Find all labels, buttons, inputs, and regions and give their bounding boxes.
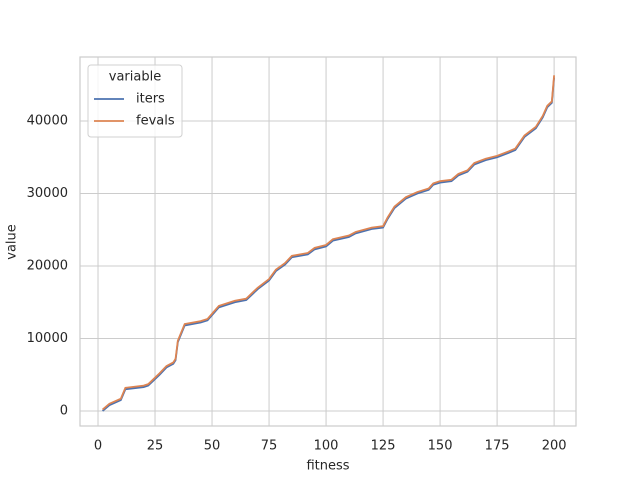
legend-box [87, 64, 183, 138]
x-tick-label: 25 [147, 439, 164, 454]
y-tick-label: 40000 [27, 114, 68, 129]
y-tick-label: 30000 [27, 186, 68, 201]
legend-label: fevals [136, 114, 175, 129]
x-tick-label: 50 [204, 439, 221, 454]
y-axis-label: value [5, 224, 20, 260]
plot-frame [79, 56, 577, 427]
legend-title: variable [109, 70, 161, 85]
legend-label: iters [136, 92, 165, 107]
y-tick-label: 0 [60, 403, 68, 418]
x-tick-label: 0 [94, 439, 102, 454]
y-tick-label: 20000 [27, 259, 68, 274]
x-tick-label: 125 [371, 439, 396, 454]
x-tick-label: 100 [314, 439, 339, 454]
x-tick-label: 150 [428, 439, 453, 454]
x-tick-label: 75 [261, 439, 278, 454]
x-tick-label: 175 [485, 439, 510, 454]
legend: variable iters fevals [87, 64, 183, 138]
line [101, 75, 556, 411]
x-tick-label: 200 [542, 439, 567, 454]
y-tick-label: 10000 [27, 331, 68, 346]
x-axis-label: fitness [306, 459, 349, 474]
